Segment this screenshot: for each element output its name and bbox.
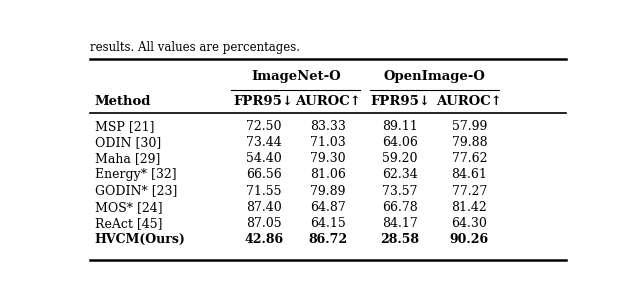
Text: 81.42: 81.42 <box>451 201 487 214</box>
Text: OpenImage-O: OpenImage-O <box>384 70 486 83</box>
Text: 42.86: 42.86 <box>244 233 283 246</box>
Text: 64.30: 64.30 <box>451 217 487 230</box>
Text: 66.78: 66.78 <box>382 201 418 214</box>
Text: FPR95↓: FPR95↓ <box>370 95 430 108</box>
Text: 64.06: 64.06 <box>382 136 418 149</box>
Text: HVCM(Ours): HVCM(Ours) <box>95 233 186 246</box>
Text: AUROC↑: AUROC↑ <box>295 95 361 108</box>
Text: 87.05: 87.05 <box>246 217 282 230</box>
Text: 71.55: 71.55 <box>246 185 281 197</box>
Text: MSP [21]: MSP [21] <box>95 120 154 133</box>
Text: 86.72: 86.72 <box>308 233 348 246</box>
Text: 79.88: 79.88 <box>452 136 487 149</box>
Text: Maha [29]: Maha [29] <box>95 152 160 165</box>
Text: Energy* [32]: Energy* [32] <box>95 168 177 181</box>
Text: MOS* [24]: MOS* [24] <box>95 201 163 214</box>
Text: 72.50: 72.50 <box>246 120 281 133</box>
Text: results. All values are percentages.: results. All values are percentages. <box>90 41 300 54</box>
Text: 77.62: 77.62 <box>452 152 487 165</box>
Text: 77.27: 77.27 <box>452 185 487 197</box>
Text: 79.30: 79.30 <box>310 152 346 165</box>
Text: Method: Method <box>95 95 151 108</box>
Text: 83.33: 83.33 <box>310 120 346 133</box>
Text: 84.61: 84.61 <box>451 168 487 181</box>
Text: 64.87: 64.87 <box>310 201 346 214</box>
Text: 73.44: 73.44 <box>246 136 282 149</box>
Text: GODIN* [23]: GODIN* [23] <box>95 185 177 197</box>
Text: 71.03: 71.03 <box>310 136 346 149</box>
Text: 57.99: 57.99 <box>452 120 487 133</box>
Text: 73.57: 73.57 <box>382 185 418 197</box>
Text: FPR95↓: FPR95↓ <box>234 95 294 108</box>
Text: ImageNet-O: ImageNet-O <box>251 70 340 83</box>
Text: 90.26: 90.26 <box>450 233 489 246</box>
Text: 84.17: 84.17 <box>382 217 418 230</box>
Text: 81.06: 81.06 <box>310 168 346 181</box>
Text: 59.20: 59.20 <box>382 152 418 165</box>
Text: 87.40: 87.40 <box>246 201 282 214</box>
Text: 54.40: 54.40 <box>246 152 282 165</box>
Text: AUROC↑: AUROC↑ <box>436 95 502 108</box>
Text: 28.58: 28.58 <box>380 233 419 246</box>
Text: ReAct [45]: ReAct [45] <box>95 217 163 230</box>
Text: 62.34: 62.34 <box>382 168 418 181</box>
Text: ODIN [30]: ODIN [30] <box>95 136 161 149</box>
Text: 66.56: 66.56 <box>246 168 282 181</box>
Text: 89.11: 89.11 <box>382 120 418 133</box>
Text: 79.89: 79.89 <box>310 185 346 197</box>
Text: 64.15: 64.15 <box>310 217 346 230</box>
